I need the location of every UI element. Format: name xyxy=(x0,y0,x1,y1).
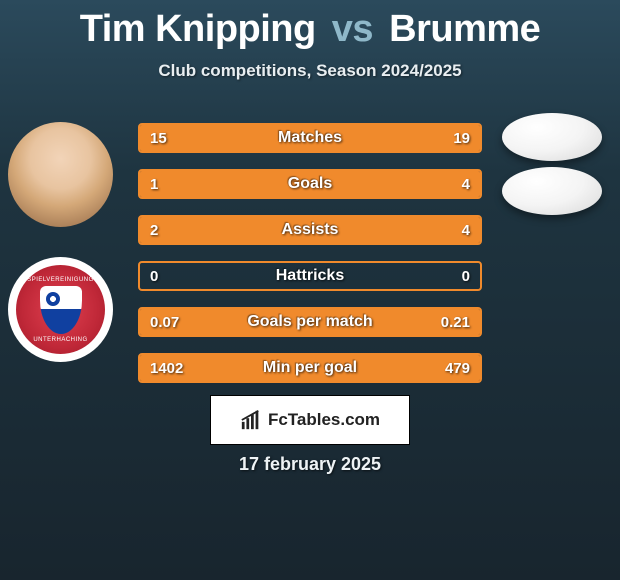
badge-shield-icon xyxy=(40,286,82,334)
badge-text-top: SPIELVEREINIGUNG xyxy=(27,277,94,283)
stat-label: Hattricks xyxy=(140,263,480,289)
brand-logo-icon xyxy=(240,409,262,431)
player1-avatar xyxy=(8,122,113,227)
stat-row: 0.070.21Goals per match xyxy=(138,307,482,337)
date-line: 17 february 2025 xyxy=(0,454,620,475)
stat-row: 1402479Min per goal xyxy=(138,353,482,383)
title-vs: vs xyxy=(332,8,373,50)
comparison-title: Tim Knipping vs Brumme xyxy=(0,0,620,51)
stat-label: Matches xyxy=(140,125,480,151)
player1-club-badge: SPIELVEREINIGUNG UNTERHACHING xyxy=(8,257,113,362)
subtitle: Club competitions, Season 2024/2025 xyxy=(0,61,620,81)
stat-row: 00Hattricks xyxy=(138,261,482,291)
stat-row: 24Assists xyxy=(138,215,482,245)
stat-label: Goals per match xyxy=(140,309,480,335)
stat-row: 14Goals xyxy=(138,169,482,199)
brand-box[interactable]: FcTables.com xyxy=(210,395,410,445)
title-player1: Tim Knipping xyxy=(80,8,316,50)
title-player2: Brumme xyxy=(389,8,540,50)
stat-label: Goals xyxy=(140,171,480,197)
player2-avatar xyxy=(502,113,602,161)
brand-text: FcTables.com xyxy=(268,410,380,430)
stat-row: 1519Matches xyxy=(138,123,482,153)
badge-text-bottom: UNTERHACHING xyxy=(33,337,87,343)
stat-label: Assists xyxy=(140,217,480,243)
stat-label: Min per goal xyxy=(140,355,480,381)
player2-club-badge xyxy=(502,167,602,215)
stats-chart: 1519Matches 14Goals 24Assists 00Hattricks 0.… xyxy=(138,123,482,399)
club-badge-inner: SPIELVEREINIGUNG UNTERHACHING xyxy=(16,265,105,354)
